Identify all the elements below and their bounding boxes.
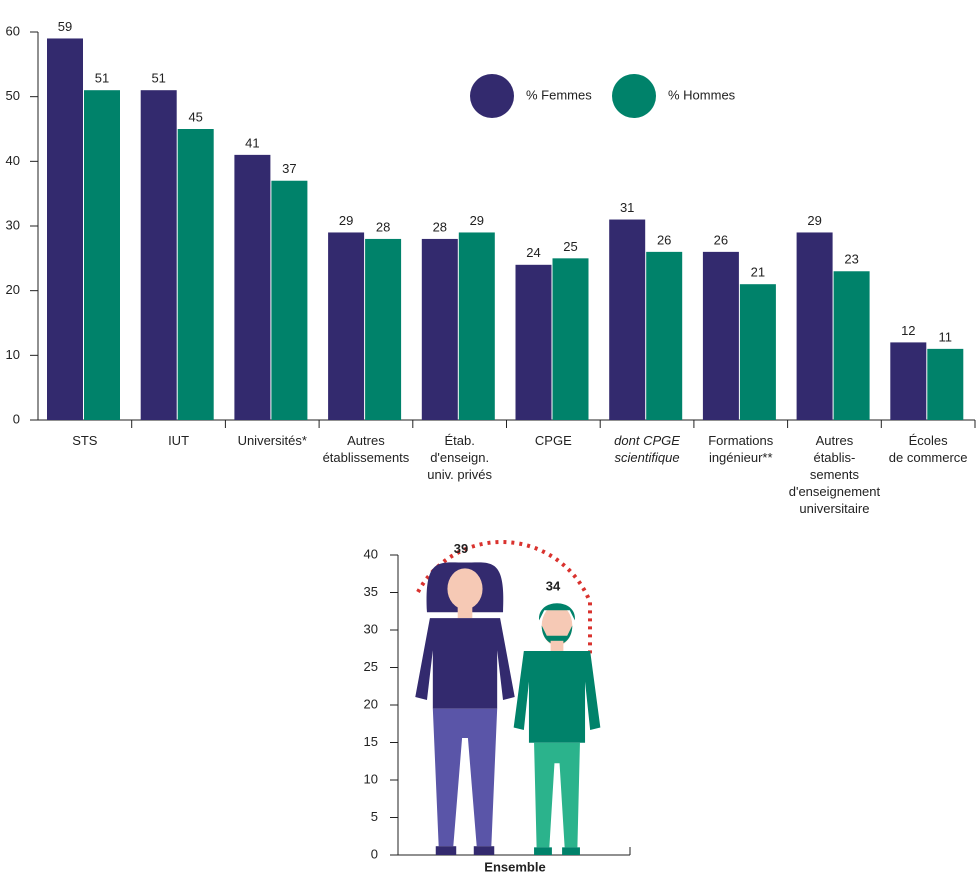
bar xyxy=(328,232,365,420)
bar xyxy=(796,232,833,420)
legs xyxy=(534,742,580,848)
value-label: 34 xyxy=(546,578,561,593)
value-label: 28 xyxy=(376,219,390,234)
legend-swatch xyxy=(612,74,656,118)
value-label: 28 xyxy=(433,219,447,234)
y-tick-label: 10 xyxy=(364,771,378,786)
value-label: 31 xyxy=(620,200,634,215)
bar xyxy=(646,251,683,420)
y-tick-label: 30 xyxy=(364,621,378,636)
value-label: 39 xyxy=(454,541,468,556)
neck xyxy=(550,640,564,651)
y-tick-label: 60 xyxy=(6,23,20,38)
bar xyxy=(458,232,495,420)
person xyxy=(415,562,515,855)
shoe xyxy=(435,846,457,855)
bar xyxy=(609,219,646,420)
y-tick-label: 10 xyxy=(6,347,20,362)
x-tick-label: Autres établis- sements d'enseignement u… xyxy=(788,433,881,516)
bar xyxy=(739,284,776,420)
bar xyxy=(833,271,870,420)
y-tick-label: 35 xyxy=(364,584,378,599)
y-tick-label: 25 xyxy=(364,659,378,674)
bar xyxy=(365,238,402,420)
y-tick-label: 40 xyxy=(364,546,378,561)
value-label: 29 xyxy=(339,213,353,228)
shoe xyxy=(562,847,580,855)
bar xyxy=(515,264,552,420)
value-label: 24 xyxy=(526,245,540,260)
y-tick-label: 40 xyxy=(6,153,20,168)
x-tick-label: dont CPGE scientifique xyxy=(614,433,680,465)
person xyxy=(513,603,601,855)
bar xyxy=(927,348,964,420)
beard xyxy=(541,625,573,645)
x-tick-label: IUT xyxy=(168,433,190,448)
value-label: 25 xyxy=(563,239,577,254)
face xyxy=(447,568,483,610)
value-label: 45 xyxy=(188,109,202,124)
x-tick-label: Étab. d'enseign. univ. privés xyxy=(427,433,493,482)
value-label: 51 xyxy=(151,71,165,86)
bar xyxy=(702,251,739,420)
x-tick-label: Autres établissements xyxy=(322,433,410,465)
legs xyxy=(432,708,498,847)
torso xyxy=(415,618,515,709)
x-tick-label: Formations ingénieur** xyxy=(708,433,774,465)
shoe xyxy=(534,847,552,855)
x-tick-label: Universités* xyxy=(237,433,307,448)
value-label: 41 xyxy=(245,135,259,150)
y-tick-label: 20 xyxy=(6,282,20,297)
value-label: 37 xyxy=(282,161,296,176)
neck xyxy=(457,603,473,619)
value-label: 12 xyxy=(901,323,915,338)
y-tick-label: 0 xyxy=(13,411,20,426)
y-tick-label: 20 xyxy=(364,696,378,711)
bar xyxy=(890,342,927,420)
legend-label: % Hommes xyxy=(668,87,736,102)
shoe xyxy=(473,846,495,855)
bar xyxy=(552,258,589,420)
y-tick-label: 0 xyxy=(371,846,378,861)
value-label: 26 xyxy=(657,232,671,247)
bar xyxy=(140,90,177,420)
bar xyxy=(234,154,271,420)
bar xyxy=(421,238,458,420)
x-tick-label: CPGE xyxy=(534,433,572,448)
bar xyxy=(47,38,83,420)
value-label: 29 xyxy=(470,213,484,228)
x-tick-label: Ensemble xyxy=(484,859,545,874)
y-tick-label: 5 xyxy=(371,809,378,824)
torso xyxy=(513,651,601,743)
x-tick-label: STS xyxy=(72,433,98,448)
bar xyxy=(177,129,214,420)
value-label: 51 xyxy=(95,71,109,86)
legend-label: % Femmes xyxy=(526,87,592,102)
value-label: 11 xyxy=(939,329,953,344)
legend-swatch xyxy=(470,74,514,118)
y-tick-label: 30 xyxy=(6,217,20,232)
y-tick-label: 50 xyxy=(6,88,20,103)
bar xyxy=(84,90,120,420)
value-label: 59 xyxy=(58,19,72,34)
bar xyxy=(271,180,308,420)
value-label: 26 xyxy=(714,232,728,247)
value-label: 29 xyxy=(807,213,821,228)
x-tick-label: Écoles de commerce xyxy=(888,433,968,465)
value-label: 21 xyxy=(751,265,765,280)
y-tick-label: 15 xyxy=(364,734,378,749)
value-label: 23 xyxy=(844,252,858,267)
hair xyxy=(539,603,575,621)
